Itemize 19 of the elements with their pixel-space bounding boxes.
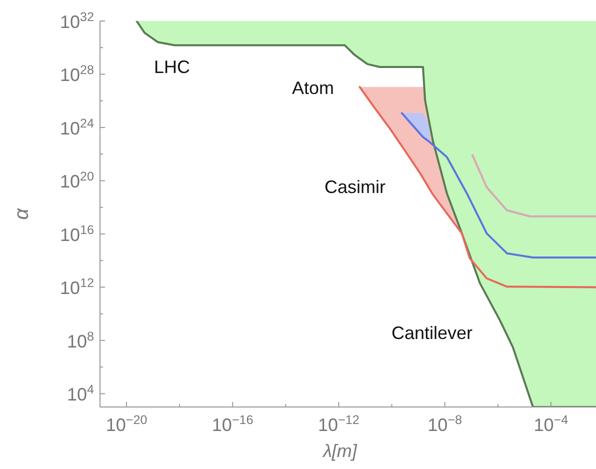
y-tick-label: 10$^{4}$ [66, 382, 94, 405]
annotation: Cantilever [391, 323, 473, 343]
y-tick-label: 10$^{32}$ [60, 10, 94, 32]
annotation: LHC [154, 57, 190, 77]
y-tick-label: 10$^{8}$ [66, 329, 94, 352]
y-tick-label: 10$^{20}$ [60, 170, 94, 192]
y-axis-title: α [11, 208, 33, 220]
annotation: Atom [292, 78, 334, 98]
y-tick-label: 10$^{12}$ [60, 276, 94, 298]
x-tick-label: 10$^{−12}$ [318, 413, 360, 435]
x-tick-label: 10$^{−16}$ [212, 413, 254, 435]
y-tick-label: 10$^{16}$ [60, 222, 94, 245]
x-tick-label: 10$^{−8}$ [428, 413, 462, 435]
y-tick-label: 10$^{28}$ [60, 63, 94, 86]
x-axis-title: λ[m] [322, 441, 358, 461]
y-tick-label: 10$^{24}$ [60, 116, 94, 138]
annotation: Casimir [324, 177, 386, 197]
x-tick-label: 10$^{−4}$ [534, 413, 568, 435]
x-tick-label: 10$^{−20}$ [106, 413, 148, 435]
